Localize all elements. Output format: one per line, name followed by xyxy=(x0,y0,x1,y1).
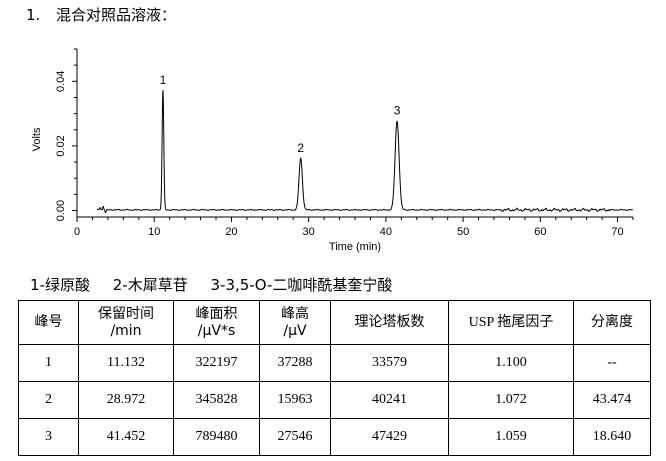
chromatogram-trace xyxy=(96,90,633,214)
cell-peak-height: 15963 xyxy=(259,381,331,419)
cell-peak-area: 789480 xyxy=(173,418,260,456)
x-tick-label: 40 xyxy=(380,226,392,238)
peak-legend-item-3: 3-3,5-O-二咖啡酰基奎宁酸 xyxy=(210,276,393,294)
cell-peak-area: 322197 xyxy=(173,344,260,382)
table-row: 2 28.972 345828 15963 40241 1.072 43.474 xyxy=(18,381,651,419)
table-header-row: 峰号 保留时间/min 峰面积/μV*s 峰高/μV 理论塔板数 USP 拖尾因… xyxy=(18,300,651,345)
cell-peak-no: 3 xyxy=(18,418,79,456)
x-tick-label: 50 xyxy=(457,226,469,238)
peak-label-1: 1 xyxy=(160,73,167,87)
header-retention-time: 保留时间/min xyxy=(78,300,174,345)
cell-peak-no: 2 xyxy=(18,381,79,419)
y-tick-label: 0.04 xyxy=(55,71,67,92)
header-resolution: 分离度 xyxy=(573,300,651,345)
cell-resolution: 18.640 xyxy=(573,418,651,456)
header-theoretical-plates: 理论塔板数 xyxy=(330,300,449,345)
cell-tailing-factor: 1.100 xyxy=(448,344,574,382)
peak-label-2: 2 xyxy=(297,141,304,155)
x-axis-label: Time (min) xyxy=(329,241,381,253)
peak-legend: 1-绿原酸 2-木犀草苷 3-3,5-O-二咖啡酰基奎宁酸 xyxy=(30,274,410,295)
header-peak-area: 峰面积/μV*s xyxy=(173,300,260,345)
peak-label-3: 3 xyxy=(394,104,401,118)
cell-peak-height: 27546 xyxy=(259,418,331,456)
cell-tailing-factor: 1.072 xyxy=(448,381,574,419)
results-table: 峰号 保留时间/min 峰面积/μV*s 峰高/μV 理论塔板数 USP 拖尾因… xyxy=(18,300,651,456)
cell-tailing-factor: 1.059 xyxy=(448,418,574,456)
x-tick-label: 10 xyxy=(148,226,160,238)
y-tick-label: 0.00 xyxy=(55,200,67,221)
header-peak-no: 峰号 xyxy=(18,300,79,345)
table-row: 1 11.132 322197 37288 33579 1.100 -- xyxy=(18,344,651,382)
y-axis-label: Volts xyxy=(31,127,43,151)
y-tick-label: 0.02 xyxy=(55,135,67,156)
cell-retention-time: 28.972 xyxy=(78,381,174,419)
x-tick-label: 70 xyxy=(611,226,623,238)
chromatogram-chart: 0 10 20 30 40 50 60 70 0.00 0.02 0.04 Time (min) Vol… xyxy=(31,48,634,253)
section-heading: 1. 混合对照品溶液： xyxy=(26,4,176,25)
cell-theoretical-plates: 40241 xyxy=(330,381,449,419)
cell-retention-time: 41.452 xyxy=(78,418,174,456)
peak-legend-item-1: 1-绿原酸 xyxy=(30,276,90,294)
cell-peak-no: 1 xyxy=(18,344,79,382)
cell-peak-height: 37288 xyxy=(259,344,331,382)
header-peak-height: 峰高/μV xyxy=(259,300,331,345)
cell-resolution: -- xyxy=(573,344,651,382)
x-tick-label: 60 xyxy=(534,226,546,238)
peak-legend-item-2: 2-木犀草苷 xyxy=(112,276,188,294)
x-tick-label: 0 xyxy=(74,226,80,238)
cell-theoretical-plates: 47429 xyxy=(330,418,449,456)
x-tick-label: 30 xyxy=(303,226,315,238)
section-title: 混合对照品溶液： xyxy=(56,6,177,24)
table-row: 3 41.452 789480 27546 47429 1.059 18.640 xyxy=(18,418,651,456)
cell-peak-area: 345828 xyxy=(173,381,260,419)
section-number: 1. xyxy=(26,6,41,24)
cell-retention-time: 11.132 xyxy=(78,344,174,382)
cell-theoretical-plates: 33579 xyxy=(330,344,449,382)
header-tailing-factor: USP 拖尾因子 xyxy=(448,300,574,345)
cell-resolution: 43.474 xyxy=(573,381,651,419)
x-tick-label: 20 xyxy=(225,226,237,238)
